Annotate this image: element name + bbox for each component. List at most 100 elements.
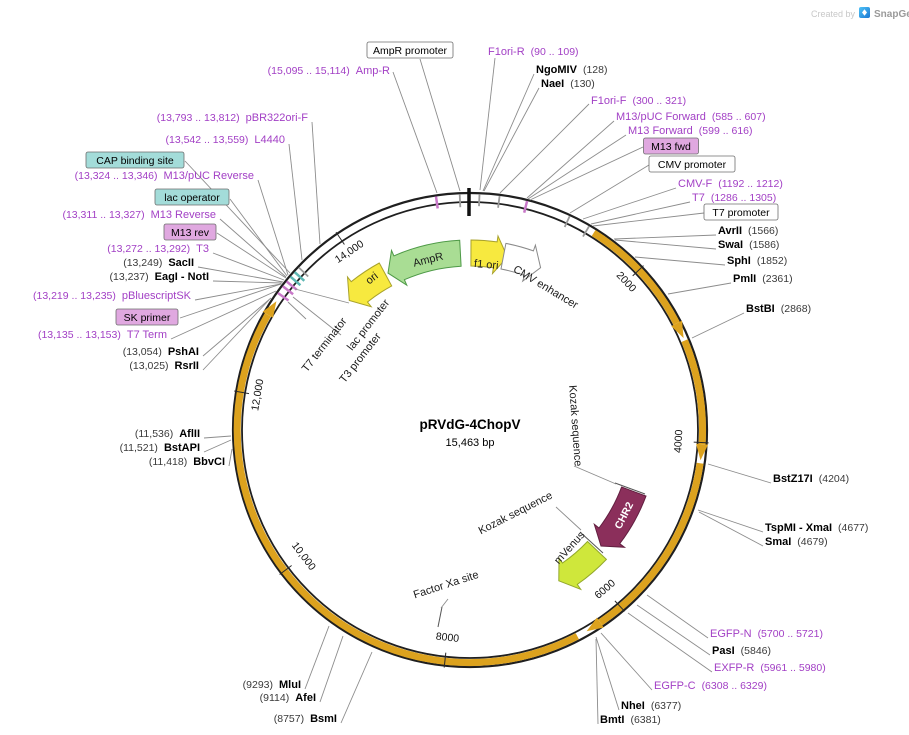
enzyme-label-tspmi-xmai: TspMI - XmaI (4677) [765, 522, 868, 534]
ampr-promoter-mark [458, 194, 462, 208]
scale-label-10000: 10,000 [289, 540, 318, 573]
box-label-lac-operator: lac operator [154, 188, 230, 206]
leader-line [419, 58, 461, 192]
primer-mark [277, 291, 290, 302]
scale-tick [632, 265, 644, 277]
box-label-m13-fwd: M13 fwd [643, 137, 699, 155]
svg-text:CMV promoter: CMV promoter [658, 159, 727, 171]
leader-line [197, 266, 284, 283]
gene-arc [681, 339, 707, 445]
leader-line [202, 297, 272, 357]
primer-label-t7-term: (13,135 .. 13,153) T7 Term [38, 329, 167, 341]
enzyme-label-avrii: AvrII (1566) [718, 225, 778, 237]
feature-arrow-ampr [387, 239, 462, 287]
enzyme-label-mlui: (9293) MluI [243, 679, 301, 691]
leader-line [691, 312, 745, 339]
leader-line [340, 651, 373, 724]
leader-line [595, 636, 620, 711]
enzyme-label-ngomiv: NgoMIV (128) [536, 64, 607, 76]
leader-line [614, 239, 717, 250]
leader-line [203, 439, 232, 453]
enzyme-label-bstapi: (11,521) BstAPI [120, 442, 200, 454]
leader-lines [170, 57, 772, 725]
leader-line [311, 121, 321, 245]
feature-label-kozak-2: Kozak sequence [477, 490, 555, 538]
scale-label-12000: 12,000 [249, 378, 266, 412]
small-feature-marks [277, 194, 590, 302]
amp-r-mark [434, 196, 439, 209]
factor-xa-mark [437, 606, 443, 628]
snapgene-logo-glyph [862, 9, 867, 16]
primer-label-f1ori-r: F1ori-R (90 .. 109) [488, 46, 579, 58]
scale-ticks [234, 231, 709, 668]
watermark-brand: SnapGene [874, 9, 909, 20]
enzyme-label-rsrii: (13,025) RsrII [129, 360, 199, 372]
t7-promoter-mark [582, 225, 590, 238]
leader-line [707, 463, 772, 484]
leader-line [592, 212, 705, 227]
gene-arc [591, 230, 680, 326]
boxed-labels: AmpR promoter M13 fwd CMV promoter T7 pr… [85, 41, 779, 326]
leader-line [184, 160, 291, 274]
plasmid-size: 15,463 bp [446, 437, 495, 449]
feature-label-kozak-1: Kozak sequence [566, 385, 584, 467]
leader-line [392, 71, 438, 194]
scale-tick [335, 231, 345, 245]
enzyme-label-pshai: (13,054) PshAI [123, 346, 199, 358]
svg-text:CAP binding site: CAP binding site [96, 155, 174, 167]
enzyme-label-bstz17i: BstZ17I (4204) [773, 473, 849, 485]
leader-line [229, 198, 288, 277]
leader-line [287, 301, 307, 320]
leader-line [526, 120, 615, 199]
leader-line [555, 506, 582, 531]
scale-tick [693, 441, 709, 444]
leader-line [319, 635, 344, 703]
leader-line [194, 283, 282, 301]
f1ori-f-mark [497, 195, 501, 208]
leader-line [288, 143, 303, 261]
scale-label-14000: 14,000 [333, 238, 366, 266]
promoter-mark [298, 266, 309, 278]
leader-line [527, 134, 627, 200]
enzyme-label-aflii: (11,536) AflII [135, 428, 200, 440]
leader-line [529, 146, 644, 201]
leader-line [499, 103, 590, 194]
scale-label-4000: 4000 [672, 429, 685, 453]
leader-line [294, 288, 350, 304]
leader-line [627, 612, 713, 673]
box-label-cmv-promoter: CMV promoter [648, 155, 736, 173]
f1ori-r-mark [478, 194, 481, 207]
lac-operator-mark [289, 275, 302, 287]
primer-mark [285, 280, 298, 291]
leader-line [634, 256, 726, 266]
leader-line [228, 448, 233, 467]
m13-fwd-mark [522, 200, 529, 214]
svg-text:lac operator: lac operator [164, 192, 220, 204]
primer-label-f1ori-f: F1ori-F (300 .. 321) [591, 95, 686, 107]
svg-text:T7 promoter: T7 promoter [712, 207, 770, 219]
enzyme-label-sacii: (13,249) SacII [123, 257, 194, 269]
svg-text:SK primer: SK primer [124, 312, 171, 324]
leader-line [292, 296, 342, 336]
scale-label-6000: 6000 [592, 577, 618, 601]
gene-arc-arrowhead [586, 617, 604, 632]
scale-tick [279, 565, 292, 575]
scale-label-8000: 8000 [435, 631, 460, 645]
primer-label-amp-r: (15,095 .. 15,114) Amp-R [268, 65, 390, 77]
enzyme-label-swai: SwaI (1586) [718, 239, 779, 251]
enzyme-label-nhei: NheI (6377) [621, 700, 681, 712]
box-label-sk-primer: SK primer [115, 308, 179, 326]
leader-line [216, 232, 287, 279]
scale-tick [443, 652, 447, 668]
feature-arrows [346, 234, 647, 628]
leader-line [219, 218, 287, 278]
gene-arc [233, 313, 579, 667]
leader-line [613, 234, 717, 240]
feature-label-f1-ori: f1 ori [474, 258, 499, 272]
leader-line [697, 509, 764, 533]
primer-label-egfp-c: EGFP-C (6308 .. 6329) [654, 680, 767, 692]
enzyme-labels: NgoMIV (128) NaeI (130) AvrII (1566) SwaI (1… [110, 64, 869, 726]
leader-line [590, 201, 691, 225]
enzyme-label-smai: SmaI (4679) [765, 536, 828, 548]
enzyme-label-afei: (9114) AfeI [260, 692, 316, 704]
